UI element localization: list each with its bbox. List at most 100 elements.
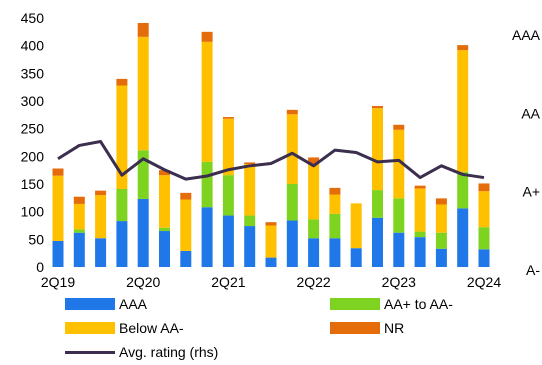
bar-segment	[73, 196, 85, 204]
bar-segment	[73, 229, 85, 233]
legend-label-avg-rating: Avg. rating (rhs)	[119, 344, 219, 360]
y-tick-label: 250	[21, 121, 45, 137]
x-tick-label: 2Q20	[126, 274, 160, 290]
legend-label-aa: AA+ to AA-	[384, 296, 453, 312]
y-tick-label: 200	[21, 148, 45, 164]
legend-swatch-aaa	[65, 298, 115, 310]
bar-segment	[372, 217, 383, 267]
y-tick-label: 400	[21, 38, 45, 54]
bar-segment	[393, 198, 405, 233]
bar-segment	[286, 114, 298, 184]
bar-segment	[244, 164, 256, 216]
legend-label-below-aa: Below AA-	[119, 320, 184, 336]
bar-segment	[95, 195, 107, 239]
bar-segment	[137, 36, 149, 151]
y-tick-label: 100	[21, 204, 45, 220]
bar-segment	[457, 50, 469, 172]
bar-segment	[414, 185, 426, 189]
y-tick-label: 150	[21, 176, 45, 192]
rhs-tick-label: A-	[526, 262, 540, 278]
bar-segment	[435, 232, 447, 249]
bar-segment	[116, 221, 128, 267]
y-tick-label: 0	[36, 259, 44, 275]
x-tick-label: 2Q24	[467, 274, 501, 290]
bar-segment	[222, 215, 234, 267]
legend-item-aaa: AAA	[65, 294, 147, 314]
bar-segment	[308, 238, 320, 267]
x-tick-label: 2Q22	[296, 274, 330, 290]
bar-segment	[201, 161, 213, 208]
bar-segment	[329, 213, 341, 239]
bar-segment	[308, 219, 320, 239]
avg-rating-line	[57, 140, 485, 181]
bar-segment	[329, 187, 341, 195]
bar-segment	[180, 199, 192, 251]
y-tick-label: 450	[21, 10, 45, 26]
bar-segment	[350, 248, 362, 267]
bar-segment	[329, 194, 341, 214]
chart-legend: AAA AA+ to AA- Below AA- NR Avg. rating …	[0, 294, 542, 364]
bar-segment	[372, 108, 383, 191]
bar-segment	[350, 203, 362, 249]
bar-segment	[286, 220, 298, 267]
bar-segment	[393, 129, 405, 199]
bar-segment	[159, 170, 170, 176]
bar-segment	[52, 175, 64, 241]
bar-segment	[116, 188, 128, 222]
bar-segment	[244, 226, 256, 267]
x-tick-label: 2Q19	[41, 274, 75, 290]
y-tick-label: 350	[21, 65, 45, 81]
bar-segment	[372, 105, 383, 109]
bar-segment	[414, 188, 426, 232]
legend-swatch-nr	[330, 322, 380, 334]
bar-segment	[137, 22, 149, 37]
bar-segment	[435, 204, 447, 233]
bar-segment	[478, 183, 490, 192]
bar-segment	[201, 31, 213, 42]
legend-swatch-aa	[330, 298, 380, 310]
bar-segment	[414, 237, 426, 267]
rhs-tick-label: AAA	[512, 27, 541, 43]
bar-segment	[159, 227, 170, 232]
x-tick-label: 2Q21	[211, 274, 245, 290]
bar-segment	[478, 249, 490, 267]
bar-segment	[222, 118, 234, 176]
bar-segment	[52, 168, 64, 176]
bar-segment	[201, 41, 213, 162]
legend-item-avg-rating: Avg. rating (rhs)	[65, 342, 218, 362]
bar-segment	[435, 248, 447, 267]
bar-segment	[244, 162, 256, 165]
bar-segment	[137, 198, 149, 267]
bar-segment	[478, 227, 490, 250]
bar-segment	[457, 171, 469, 209]
rhs-tick-label: A+	[522, 184, 540, 200]
bar-segment	[308, 164, 320, 220]
bar-segment	[265, 222, 277, 226]
bar-segment	[286, 109, 298, 115]
bar-segment	[308, 157, 320, 165]
bar-segment	[201, 207, 213, 267]
legend-swatch-below-aa	[65, 322, 115, 334]
legend-label-aaa: AAA	[119, 296, 148, 312]
rhs-tick-label: AA	[521, 105, 540, 121]
bar-segment	[414, 231, 426, 238]
bar-segment	[286, 184, 298, 221]
bar-segment	[372, 190, 383, 218]
bar-segment	[222, 117, 234, 119]
y-tick-label: 300	[21, 93, 45, 109]
bar-segment	[265, 257, 277, 267]
bar-segment	[329, 238, 341, 267]
x-tick-label: 2Q23	[382, 274, 416, 290]
legend-item-below-aa: Below AA-	[65, 318, 184, 338]
bar-segment	[159, 175, 170, 228]
bar-segment	[457, 45, 469, 51]
bar-segment	[73, 203, 85, 230]
bar-segment	[95, 190, 107, 196]
bar-segment	[265, 225, 277, 258]
bar-segment	[478, 191, 490, 228]
bar-segment	[457, 208, 469, 267]
legend-label-nr: NR	[384, 320, 405, 336]
bar-segment	[95, 238, 107, 267]
legend-item-nr: NR	[330, 318, 404, 338]
